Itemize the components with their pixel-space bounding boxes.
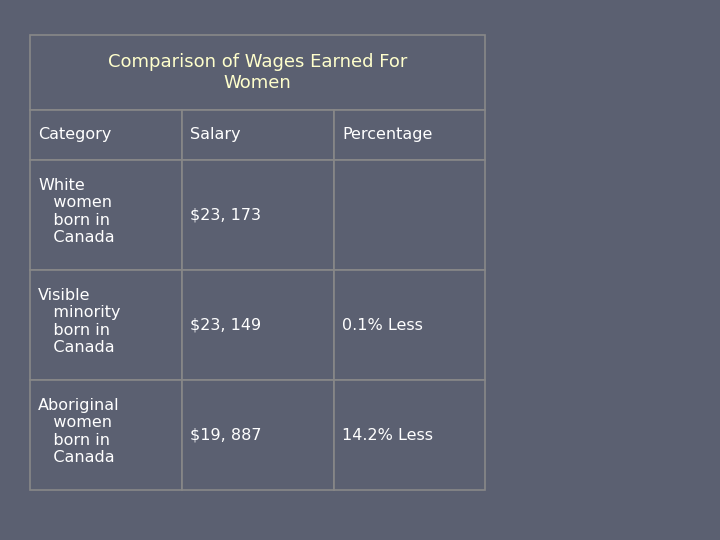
Bar [334, 270, 485, 380]
Bar [182, 380, 334, 490]
Text: 0.1% Less: 0.1% Less [342, 318, 423, 333]
Text: $19, 887: $19, 887 [190, 428, 261, 442]
Bar [334, 110, 485, 160]
Bar [182, 110, 334, 160]
Bar [182, 160, 334, 270]
Bar [30, 160, 182, 270]
Bar [30, 380, 182, 490]
Text: Comparison of Wages Earned For
Women: Comparison of Wages Earned For Women [108, 53, 408, 92]
Text: 14.2% Less: 14.2% Less [342, 428, 433, 442]
Bar [30, 110, 182, 160]
Text: Category: Category [38, 127, 112, 143]
Text: Salary: Salary [190, 127, 240, 143]
Text: White
   women
   born in
   Canada: White women born in Canada [38, 178, 114, 245]
Bar [182, 270, 334, 380]
Text: Visible
   minority
   born in
   Canada: Visible minority born in Canada [38, 288, 120, 355]
Text: $23, 173: $23, 173 [190, 207, 261, 222]
Text: Aboriginal
   women
   born in
   Canada: Aboriginal women born in Canada [38, 398, 120, 465]
Bar [30, 270, 182, 380]
Bar [334, 160, 485, 270]
Text: $23, 149: $23, 149 [190, 318, 261, 333]
Bar [30, 35, 485, 110]
Bar [334, 380, 485, 490]
Text: Percentage: Percentage [342, 127, 433, 143]
